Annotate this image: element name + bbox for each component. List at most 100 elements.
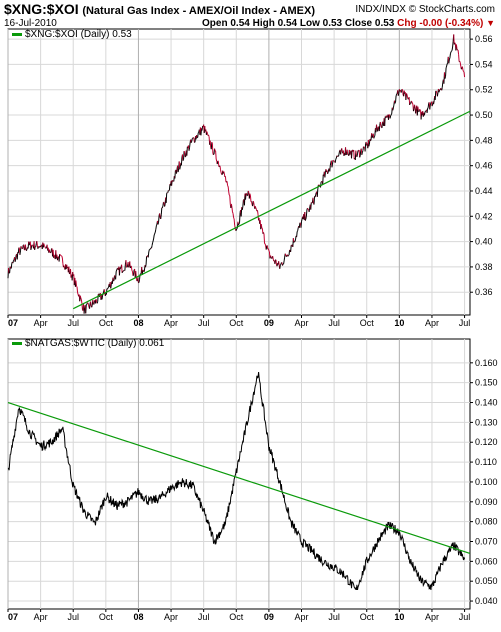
price-segment	[30, 247, 32, 250]
price-segment	[394, 101, 397, 104]
price-segment	[126, 265, 129, 268]
price-segment	[227, 186, 230, 192]
price-segment	[445, 65, 448, 69]
price-segment	[315, 192, 317, 196]
price-segment	[435, 90, 438, 94]
price-segment	[125, 260, 127, 268]
down-triangle-icon: ▼	[486, 18, 495, 28]
price-segment	[340, 150, 342, 155]
price-segment	[132, 274, 134, 276]
price-segment	[130, 266, 133, 271]
price-segment	[83, 307, 86, 314]
price-segment	[137, 277, 139, 283]
price-segment	[128, 265, 130, 268]
price-segment	[189, 142, 191, 148]
y-tick-label: 0.54	[475, 59, 493, 69]
y-tick-label: 0.36	[475, 287, 493, 297]
price-segment	[260, 224, 263, 229]
price-segment	[214, 148, 216, 151]
change-value: Chg -0.00 (-0.34%)	[397, 18, 484, 29]
x-tick-label: Oct	[229, 318, 244, 328]
price-segment	[32, 245, 34, 247]
price-segment	[174, 170, 176, 179]
x-tick-label: Jul	[459, 318, 471, 328]
price-segment	[320, 182, 322, 188]
price-segment	[164, 204, 166, 207]
legend-swatch	[12, 33, 22, 36]
x-tick-label: Apr	[294, 612, 308, 622]
price-segment	[327, 172, 329, 174]
price-segment	[351, 150, 353, 159]
price-segment	[183, 150, 186, 153]
price-segment	[386, 116, 388, 118]
price-segment	[90, 301, 92, 307]
price-segment	[238, 223, 240, 226]
price-segment	[312, 197, 314, 204]
description-label: (Natural Gas Index - AMEX/Oil Index - AM…	[82, 5, 315, 17]
price-segment	[410, 100, 413, 103]
price-segment	[396, 93, 398, 95]
price-segment	[427, 107, 429, 109]
price-segment	[193, 138, 195, 143]
price-segment	[406, 94, 408, 98]
price-segment	[45, 246, 48, 249]
price-segment	[149, 248, 151, 250]
price-segment	[359, 155, 361, 158]
trendline	[7, 401, 471, 554]
price-segment	[337, 154, 340, 157]
x-tick-label: 10	[394, 318, 404, 328]
quote-summary: Open 0.54 High 0.54 Low 0.53 Close 0.53 …	[202, 18, 495, 29]
price-segment	[16, 251, 19, 260]
price-segment	[175, 168, 178, 174]
price-segment	[190, 141, 193, 143]
y-tick-label: 0.080	[475, 517, 498, 527]
price-segment	[345, 153, 348, 156]
price-segment	[314, 194, 317, 198]
price-segment	[455, 44, 458, 49]
price-segment	[76, 285, 78, 288]
quote-date: 16-Jul-2010	[4, 18, 57, 29]
price-segment	[124, 264, 126, 271]
price-segment	[262, 232, 265, 235]
price-segment	[371, 135, 374, 138]
price-segment	[213, 153, 215, 156]
price-segment	[239, 212, 241, 223]
price-segment	[9, 266, 12, 268]
price-segment	[154, 231, 156, 234]
price-segment	[12, 260, 14, 264]
price-segment	[434, 91, 437, 100]
price-segment	[290, 245, 292, 253]
price-segment	[424, 111, 426, 113]
ratio-line	[7, 371, 466, 591]
price-segment	[331, 164, 333, 168]
price-segment	[441, 87, 443, 91]
price-segment	[324, 172, 326, 178]
price-segment	[245, 193, 247, 200]
price-segment	[395, 95, 397, 103]
y-tick-label: 0.050	[475, 576, 498, 586]
price-segment	[429, 104, 431, 110]
price-segment	[362, 146, 364, 151]
price-segment	[61, 257, 64, 264]
price-segment	[429, 102, 432, 106]
x-tick-label: Jul	[198, 612, 210, 622]
price-segment	[133, 269, 135, 275]
x-tick-label: 08	[133, 612, 143, 622]
price-segment	[229, 195, 231, 205]
price-segment	[379, 121, 382, 126]
price-segment	[165, 193, 168, 203]
price-segment	[151, 242, 154, 246]
x-tick-label: Apr	[425, 318, 439, 328]
x-tick-label: Jul	[328, 318, 340, 328]
price-segment	[53, 254, 56, 258]
price-segment	[288, 250, 291, 256]
price-segment	[384, 116, 386, 126]
price-segment	[160, 214, 162, 219]
price-segment	[228, 194, 231, 196]
price-segment	[268, 250, 270, 252]
price-segment	[463, 71, 465, 73]
price-segment	[97, 294, 99, 302]
price-segment	[308, 207, 311, 213]
price-segment	[148, 249, 150, 253]
price-segment	[26, 248, 28, 251]
